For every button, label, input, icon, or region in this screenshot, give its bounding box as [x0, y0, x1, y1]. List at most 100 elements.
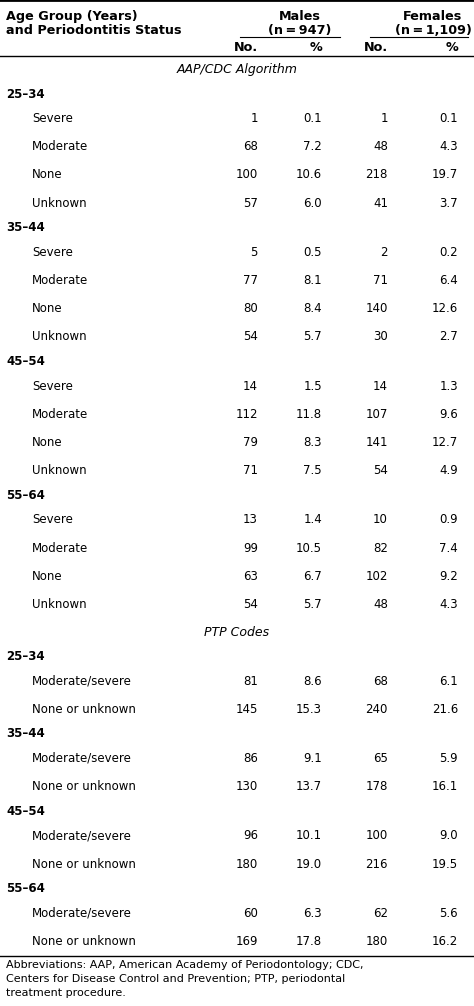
Text: 10: 10: [373, 513, 388, 526]
Text: 62: 62: [373, 906, 388, 919]
Text: 180: 180: [236, 857, 258, 870]
Text: %: %: [445, 40, 458, 53]
Text: AAP/CDC Algorithm: AAP/CDC Algorithm: [176, 63, 298, 76]
Text: 6.1: 6.1: [439, 675, 458, 688]
Text: Severe: Severe: [32, 513, 73, 526]
Text: (n = 947): (n = 947): [268, 23, 332, 36]
Text: 9.2: 9.2: [439, 569, 458, 582]
Text: No.: No.: [234, 40, 258, 53]
Text: PTP Codes: PTP Codes: [204, 626, 270, 639]
Text: 81: 81: [243, 675, 258, 688]
Text: 68: 68: [373, 675, 388, 688]
Text: Unknown: Unknown: [32, 598, 87, 611]
Text: 96: 96: [243, 829, 258, 842]
Text: None: None: [32, 302, 63, 315]
Text: 180: 180: [366, 935, 388, 948]
Text: Unknown: Unknown: [32, 464, 87, 477]
Text: 13.7: 13.7: [296, 781, 322, 793]
Text: Females: Females: [403, 9, 463, 22]
Text: 45–54: 45–54: [6, 355, 45, 368]
Text: 112: 112: [236, 407, 258, 421]
Text: 25–34: 25–34: [6, 650, 45, 663]
Text: 141: 141: [365, 436, 388, 449]
Text: Age Group (Years): Age Group (Years): [6, 9, 137, 22]
Text: 71: 71: [243, 464, 258, 477]
Text: 145: 145: [236, 703, 258, 716]
Text: Abbreviations: AAP, American Academy of Periodontology; CDC,
Centers for Disease: Abbreviations: AAP, American Academy of …: [6, 961, 364, 998]
Text: 169: 169: [236, 935, 258, 948]
Text: 25–34: 25–34: [6, 88, 45, 101]
Text: Moderate/severe: Moderate/severe: [32, 675, 132, 688]
Text: 48: 48: [373, 598, 388, 611]
Text: 7.4: 7.4: [439, 541, 458, 554]
Text: 3.7: 3.7: [439, 197, 458, 209]
Text: 8.4: 8.4: [303, 302, 322, 315]
Text: None or unknown: None or unknown: [32, 857, 136, 870]
Text: Unknown: Unknown: [32, 330, 87, 343]
Text: 9.0: 9.0: [439, 829, 458, 842]
Text: Males: Males: [279, 9, 321, 22]
Text: 65: 65: [373, 752, 388, 765]
Text: 10.5: 10.5: [296, 541, 322, 554]
Text: 19.7: 19.7: [432, 168, 458, 181]
Text: 5.7: 5.7: [303, 598, 322, 611]
Text: 57: 57: [243, 197, 258, 209]
Text: Moderate: Moderate: [32, 274, 88, 287]
Text: 5: 5: [251, 245, 258, 259]
Text: Moderate/severe: Moderate/severe: [32, 906, 132, 919]
Text: 68: 68: [243, 140, 258, 153]
Text: 14: 14: [373, 379, 388, 392]
Text: 6.4: 6.4: [439, 274, 458, 287]
Text: None: None: [32, 569, 63, 582]
Text: 71: 71: [373, 274, 388, 287]
Text: 0.1: 0.1: [439, 112, 458, 125]
Text: 19.0: 19.0: [296, 857, 322, 870]
Text: Severe: Severe: [32, 245, 73, 259]
Text: 2: 2: [381, 245, 388, 259]
Text: None or unknown: None or unknown: [32, 781, 136, 793]
Text: 15.3: 15.3: [296, 703, 322, 716]
Text: and Periodontitis Status: and Periodontitis Status: [6, 23, 182, 36]
Text: Severe: Severe: [32, 112, 73, 125]
Text: Moderate/severe: Moderate/severe: [32, 829, 132, 842]
Text: Moderate/severe: Moderate/severe: [32, 752, 132, 765]
Text: (n = 1,109): (n = 1,109): [394, 23, 472, 36]
Text: 63: 63: [243, 569, 258, 582]
Text: %: %: [309, 40, 322, 53]
Text: 130: 130: [236, 781, 258, 793]
Text: 4.9: 4.9: [439, 464, 458, 477]
Text: 12.6: 12.6: [432, 302, 458, 315]
Text: 4.3: 4.3: [439, 140, 458, 153]
Text: 102: 102: [365, 569, 388, 582]
Text: 140: 140: [365, 302, 388, 315]
Text: 54: 54: [243, 330, 258, 343]
Text: 79: 79: [243, 436, 258, 449]
Text: Severe: Severe: [32, 379, 73, 392]
Text: 77: 77: [243, 274, 258, 287]
Text: 54: 54: [373, 464, 388, 477]
Text: None: None: [32, 168, 63, 181]
Text: 6.3: 6.3: [303, 906, 322, 919]
Text: 0.9: 0.9: [439, 513, 458, 526]
Text: 48: 48: [373, 140, 388, 153]
Text: 100: 100: [236, 168, 258, 181]
Text: 4.3: 4.3: [439, 598, 458, 611]
Text: 1: 1: [250, 112, 258, 125]
Text: 1.5: 1.5: [303, 379, 322, 392]
Text: 7.2: 7.2: [303, 140, 322, 153]
Text: Moderate: Moderate: [32, 140, 88, 153]
Text: 0.2: 0.2: [439, 245, 458, 259]
Text: 6.7: 6.7: [303, 569, 322, 582]
Text: 5.9: 5.9: [439, 752, 458, 765]
Text: 54: 54: [243, 598, 258, 611]
Text: 14: 14: [243, 379, 258, 392]
Text: 10.6: 10.6: [296, 168, 322, 181]
Text: 1.4: 1.4: [303, 513, 322, 526]
Text: 2.7: 2.7: [439, 330, 458, 343]
Text: 45–54: 45–54: [6, 805, 45, 818]
Text: 218: 218: [365, 168, 388, 181]
Text: 16.1: 16.1: [432, 781, 458, 793]
Text: 178: 178: [365, 781, 388, 793]
Text: 8.1: 8.1: [303, 274, 322, 287]
Text: 21.6: 21.6: [432, 703, 458, 716]
